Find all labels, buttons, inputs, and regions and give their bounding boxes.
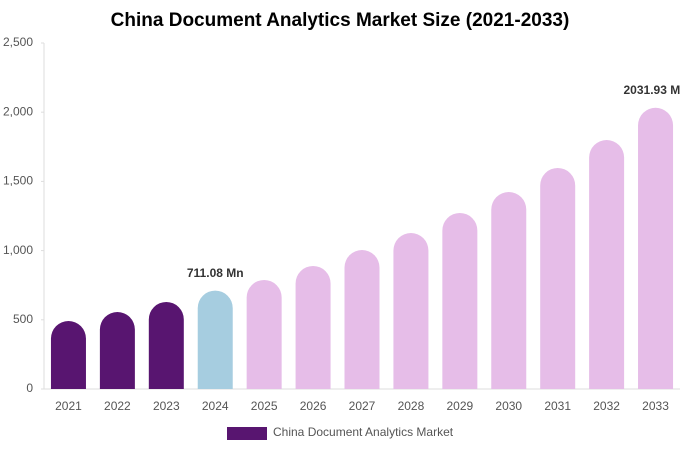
y-tick-label: 1,000 [3,243,33,257]
bar [295,265,331,389]
bar [442,212,478,389]
x-tick-label: 2024 [202,399,229,413]
x-tick-label: 2022 [104,399,131,413]
y-tick-label: 500 [13,312,33,326]
x-tick-label: 2032 [593,399,620,413]
x-tick-label: 2023 [153,399,180,413]
y-tick-label: 0 [26,381,33,395]
chart-title: China Document Analytics Market Size (20… [111,10,570,31]
bar [540,167,576,389]
bar [638,107,674,390]
bar [589,140,625,389]
x-tick-label: 2031 [544,399,571,413]
bar [148,301,184,389]
x-tick-label: 2027 [349,399,376,413]
legend-label: China Document Analytics Market [273,425,454,439]
bar [50,321,86,389]
bar [246,279,282,389]
x-tick-label: 2028 [398,399,425,413]
bar [491,192,527,389]
value-label: 2031.93 Mn [624,83,680,97]
y-tick-label: 2,500 [3,35,33,49]
bar [393,233,429,389]
x-tick-label: 2021 [55,399,82,413]
bar [344,250,380,389]
x-tick-label: 2029 [446,399,473,413]
y-tick-label: 1,500 [3,174,33,188]
bar [197,290,233,389]
y-tick-label: 2,000 [3,104,33,118]
x-tick-label: 2033 [642,399,669,413]
x-tick-label: 2025 [251,399,278,413]
x-tick-label: 2026 [300,399,327,413]
legend-swatch [227,427,267,440]
value-label: 711.08 Mn [187,266,244,280]
x-tick-label: 2030 [495,399,522,413]
bar [99,312,135,389]
